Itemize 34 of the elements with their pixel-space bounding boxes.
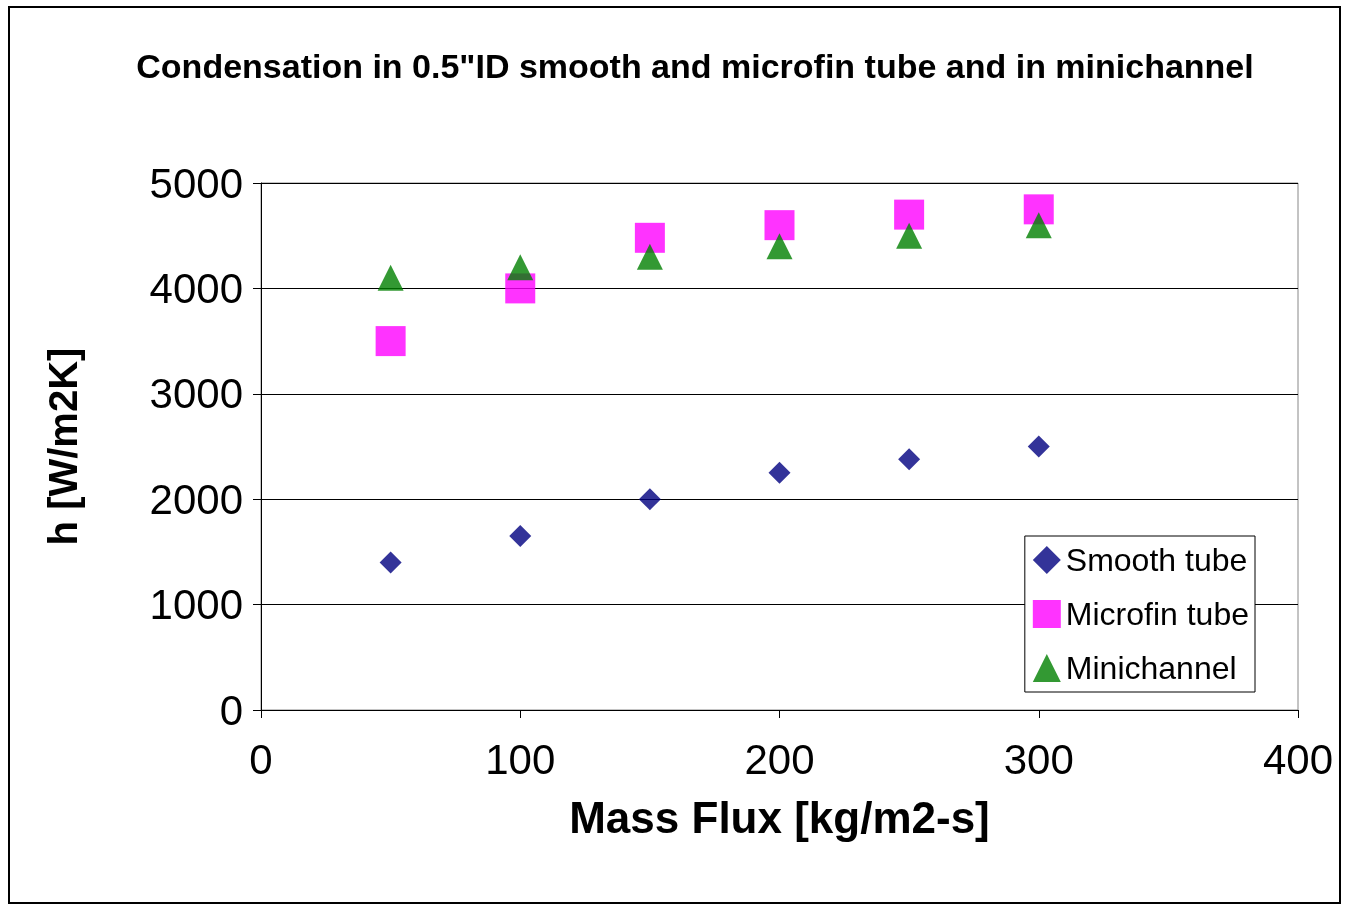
legend-label: Minichannel xyxy=(1065,650,1237,686)
point xyxy=(1025,212,1052,239)
x-axis-title: Mass Flux [kg/m2-s] xyxy=(569,792,990,842)
point xyxy=(1027,435,1050,458)
point xyxy=(638,488,661,511)
legend-label: Smooth tube xyxy=(1065,542,1248,578)
x-tick-label: 100 xyxy=(485,735,556,783)
x-tick-label: 0 xyxy=(249,735,273,783)
point xyxy=(379,551,402,574)
point xyxy=(636,243,663,270)
y-tick-label: 5000 xyxy=(149,159,243,207)
point xyxy=(507,254,534,281)
point xyxy=(894,199,925,230)
point xyxy=(634,222,665,253)
y-tick-label: 2000 xyxy=(149,475,243,523)
y-tick-label: 1000 xyxy=(149,581,243,629)
point xyxy=(1023,194,1054,225)
y-axis-title: h [W/m2K] xyxy=(41,347,85,546)
y-tick-label: 0 xyxy=(219,686,243,734)
point xyxy=(896,222,923,249)
x-tick-label: 400 xyxy=(1262,735,1334,783)
legend-label: Microfin tube xyxy=(1065,596,1249,632)
point xyxy=(764,210,795,241)
x-tick-label: 200 xyxy=(744,735,815,783)
point xyxy=(768,461,791,484)
y-tick-label: 4000 xyxy=(149,264,243,312)
point xyxy=(766,233,793,260)
point xyxy=(509,525,532,548)
point xyxy=(375,326,406,357)
point xyxy=(377,264,404,291)
chart-title: Condensation in 0.5"ID smooth and microfin tube and in minichannel xyxy=(136,47,1254,85)
x-tick-label: 300 xyxy=(1003,735,1074,783)
y-tick-label: 3000 xyxy=(149,370,243,418)
point xyxy=(898,448,921,471)
